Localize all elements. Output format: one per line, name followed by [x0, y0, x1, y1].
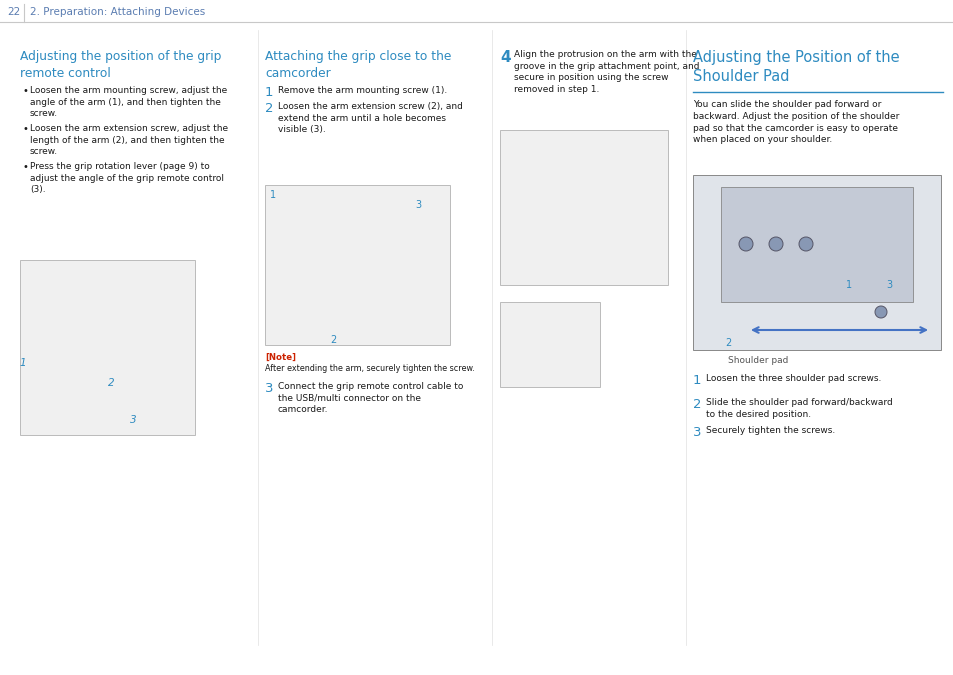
Text: 2: 2 [724, 338, 731, 348]
Text: Securely tighten the screws.: Securely tighten the screws. [705, 426, 835, 435]
Text: Adjusting the Position of the
Shoulder Pad: Adjusting the Position of the Shoulder P… [692, 50, 899, 84]
Text: 1: 1 [270, 190, 275, 200]
Bar [692, 175, 940, 350]
Text: Shoulder pad: Shoulder pad [727, 356, 787, 365]
Text: 2: 2 [692, 398, 700, 411]
Text: Remove the arm mounting screw (1).: Remove the arm mounting screw (1). [277, 86, 447, 95]
Text: 3: 3 [130, 415, 136, 425]
Text: You can slide the shoulder pad forward or
backward. Adjust the position of the s: You can slide the shoulder pad forward o… [692, 100, 899, 144]
Text: 1: 1 [20, 358, 27, 368]
Text: Adjusting the position of the grip
remote control: Adjusting the position of the grip remot… [20, 50, 221, 80]
Text: Press the grip rotation lever (page 9) to
adjust the angle of the grip remote co: Press the grip rotation lever (page 9) t… [30, 162, 224, 194]
Text: 4: 4 [499, 50, 510, 65]
Text: 22: 22 [8, 7, 21, 17]
Text: •: • [23, 86, 29, 96]
Text: Slide the shoulder pad forward/backward
to the desired position.: Slide the shoulder pad forward/backward … [705, 398, 892, 418]
Text: 1: 1 [845, 280, 851, 290]
Bar [265, 185, 450, 345]
Text: 2: 2 [108, 378, 114, 388]
Text: Loosen the arm extension screw, adjust the
length of the arm (2), and then tight: Loosen the arm extension screw, adjust t… [30, 124, 228, 157]
Text: [Note]: [Note] [265, 353, 295, 362]
Circle shape [874, 306, 886, 318]
Text: 2: 2 [330, 335, 335, 345]
Text: 1: 1 [692, 374, 700, 387]
Text: After extending the arm, securely tighten the screw.: After extending the arm, securely tighte… [265, 364, 475, 373]
Text: 3: 3 [265, 382, 274, 395]
Text: Attaching the grip close to the
camcorder: Attaching the grip close to the camcorde… [265, 50, 451, 80]
Text: Connect the grip remote control cable to
the USB/multi connector on the
camcorde: Connect the grip remote control cable to… [277, 382, 463, 414]
Text: 3: 3 [415, 200, 420, 210]
Bar [720, 187, 912, 302]
Text: •: • [23, 162, 29, 172]
Text: 2. Preparation: Attaching Devices: 2. Preparation: Attaching Devices [30, 7, 205, 17]
Circle shape [799, 237, 812, 251]
Text: •: • [23, 124, 29, 134]
Bar [20, 260, 194, 435]
Text: 1: 1 [265, 86, 274, 99]
Text: 2: 2 [265, 102, 274, 115]
Text: 3: 3 [692, 426, 700, 439]
Text: Loosen the arm extension screw (2), and
extend the arm until a hole becomes
visi: Loosen the arm extension screw (2), and … [277, 102, 462, 134]
Circle shape [768, 237, 782, 251]
Circle shape [739, 237, 752, 251]
Text: Loosen the three shoulder pad screws.: Loosen the three shoulder pad screws. [705, 374, 881, 383]
Text: Loosen the arm mounting screw, adjust the
angle of the arm (1), and then tighten: Loosen the arm mounting screw, adjust th… [30, 86, 227, 118]
Bar [499, 130, 667, 285]
Text: 3: 3 [885, 280, 891, 290]
Text: Align the protrusion on the arm with the
groove in the grip attachment point, an: Align the protrusion on the arm with the… [514, 50, 699, 94]
Bar [499, 302, 599, 387]
